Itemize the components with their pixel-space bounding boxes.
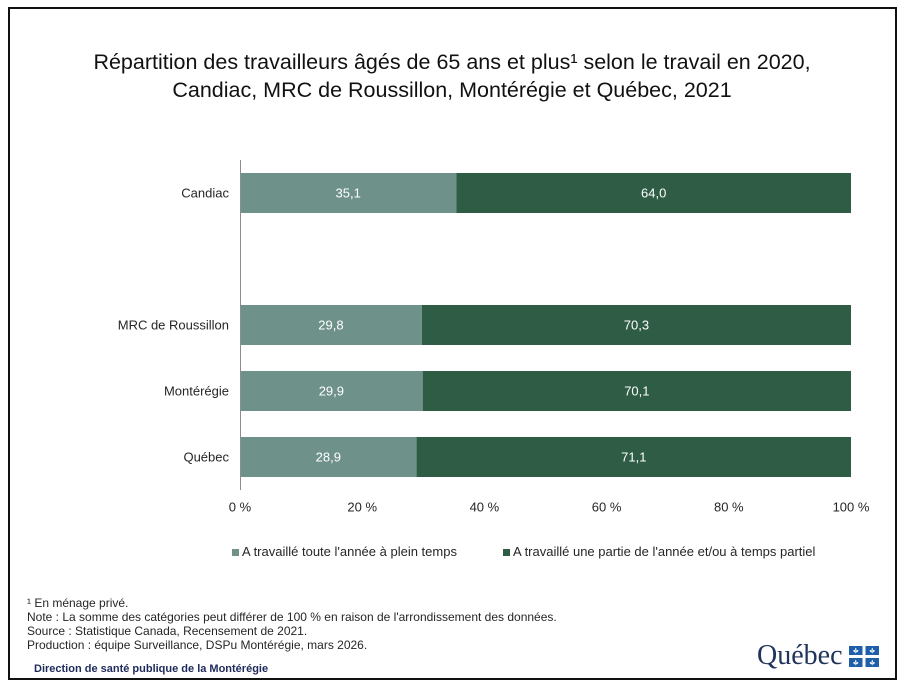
legend-label-full-year: A travaillé toute l'année à plein temps (242, 544, 457, 559)
data-label: 29,9 (319, 384, 344, 399)
slide-frame (8, 7, 897, 680)
category-label: Candiac (181, 186, 229, 201)
data-label: 70,3 (624, 318, 649, 333)
bar-segment (421, 305, 851, 345)
footnote-private-household: ¹ En ménage privé. (27, 596, 129, 610)
x-tick-label: 40 % (470, 500, 500, 515)
bar-segment (240, 437, 417, 477)
data-label: 28,9 (316, 450, 341, 465)
bar-segment (240, 173, 457, 213)
quebec-logo: Québec (755, 639, 881, 671)
bar-segment (456, 173, 851, 213)
chart-title-line-1: Répartition des travailleurs âgés de 65 … (93, 50, 811, 74)
x-tick-label: 80 % (714, 500, 744, 515)
data-labels: 35,1 64,0 29,8 70,3 29,9 70,1 28,9 71,1 (316, 186, 667, 465)
data-label: 70,1 (624, 384, 649, 399)
organization-name: Direction de santé publique de la Montér… (34, 663, 269, 675)
footnote-source: Source : Statistique Canada, Recensement… (27, 624, 308, 638)
footnote-production: Production : équipe Surveillance, DSPu M… (27, 638, 368, 652)
legend-swatch-full-year (232, 548, 239, 556)
category-label: Québec (183, 450, 229, 465)
bar-segment (240, 371, 423, 411)
bar-segment (422, 371, 851, 411)
x-tick-label: 0 % (229, 500, 252, 515)
legend-item-part-year: A travaillé une partie de l'année et/ou … (503, 545, 815, 559)
logo-wordmark: Québec (757, 640, 843, 671)
data-label: 35,1 (336, 186, 361, 201)
bar-segment (416, 437, 851, 477)
category-label: MRC de Roussillon (118, 318, 229, 333)
quebec-flag-icon (849, 646, 879, 667)
footnote-note: Note : La somme des catégories peut diff… (27, 610, 557, 624)
data-label: 71,1 (621, 450, 646, 465)
chart-title: Répartition des travailleurs âgés de 65 … (0, 48, 904, 104)
legend-swatch-part-year (503, 548, 510, 556)
x-tick-label: 20 % (347, 500, 377, 515)
category-label: Montérégie (164, 384, 229, 399)
bar-segment (240, 305, 422, 345)
legend-label-part-year: A travaillé une partie de l'année et/ou … (513, 544, 816, 559)
data-label: 64,0 (641, 186, 666, 201)
bars (240, 173, 851, 477)
chart-title-line-2: Candiac, MRC de Roussillon, Montérégie e… (172, 78, 732, 102)
data-label: 29,8 (318, 318, 343, 333)
x-tick-label: 60 % (592, 500, 622, 515)
legend-item-full-year: A travaillé toute l'année à plein temps (232, 545, 457, 559)
footnotes: ¹ En ménage privé. Note : La somme des c… (27, 596, 557, 652)
x-tick-label: 100 % (833, 500, 870, 515)
